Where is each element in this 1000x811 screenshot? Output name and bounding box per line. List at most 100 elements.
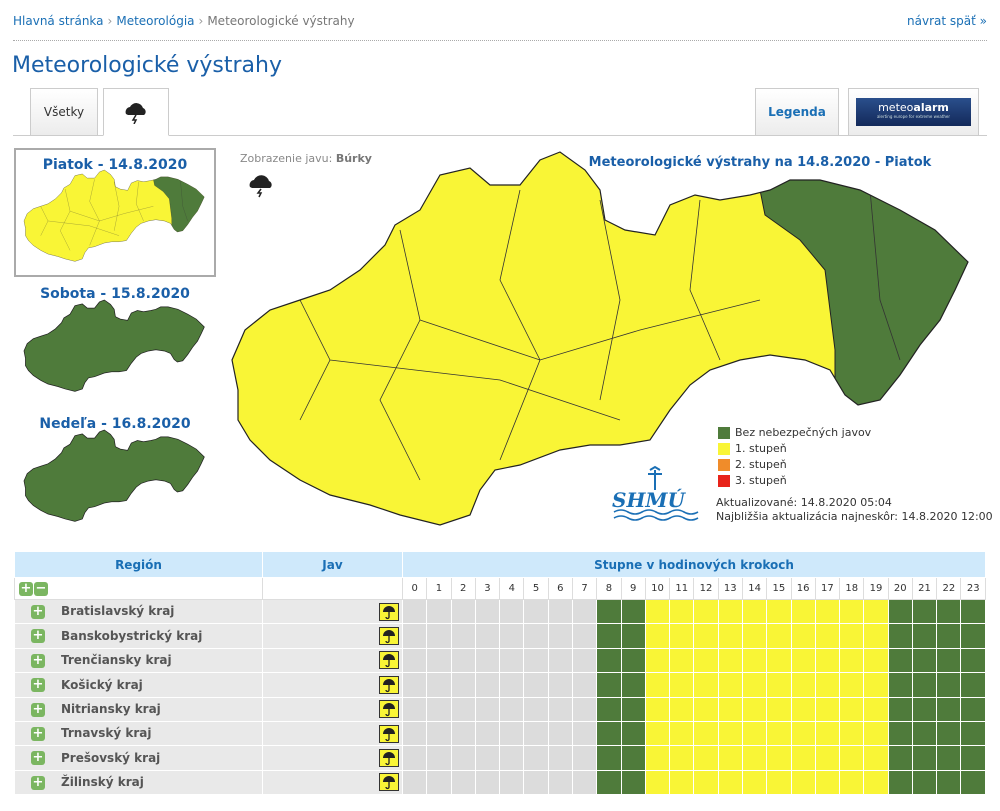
phenomenon: Zobrazenie javu: Búrky [240, 152, 372, 165]
hour-label: 4 [499, 577, 525, 600]
expand-button[interactable]: + [31, 652, 45, 668]
map-main[interactable] [220, 140, 980, 540]
phenomenon-value: Búrky [335, 152, 372, 165]
breadcrumb-link[interactable]: Meteorológia [116, 14, 195, 28]
collapse-all[interactable]: − [34, 580, 48, 596]
region-row: + Košický kraj [14, 672, 987, 698]
hour-cell [644, 745, 671, 771]
hour-cell [474, 769, 501, 796]
storm-icon [379, 724, 399, 743]
hour-label: 2 [450, 577, 476, 600]
region-cell: + Trenčiansky kraj [14, 647, 263, 674]
hour-cell [450, 647, 476, 674]
day-card[interactable]: Nedeľa - 16.8.2020 [14, 416, 216, 432]
expand-button[interactable]: + [31, 750, 45, 766]
region-name: Banskobystrický kraj [61, 628, 203, 643]
hour-cell [936, 623, 962, 649]
hour-cell [426, 623, 452, 649]
hour-cell [936, 745, 962, 771]
day-label: Sobota - 15.8.2020 [40, 286, 190, 302]
expand-button[interactable]: + [31, 701, 45, 717]
expand-button[interactable]: + [31, 725, 45, 741]
expand-all[interactable]: + [19, 580, 33, 596]
breadcrumb-current: Meteorologické výstrahy [207, 14, 355, 28]
hour-cell [450, 623, 476, 649]
storm-icon [379, 749, 399, 768]
tab-meteoalarm[interactable]: meteoalarm alerting europe for extreme w… [848, 88, 979, 136]
hour-cell [693, 598, 719, 625]
phenomenon-cell [262, 696, 403, 722]
hour-cell [571, 769, 598, 796]
hour-cell [620, 647, 646, 674]
hour-cell [839, 769, 865, 796]
hour-cell [814, 647, 841, 674]
day-card[interactable]: Piatok - 14.8.2020 [14, 148, 216, 277]
hour-label: 19 [863, 577, 889, 600]
divider [13, 40, 987, 41]
map-day[interactable] [24, 430, 204, 521]
hour-cell [693, 672, 719, 698]
hour-cell [960, 745, 987, 771]
hour-cell [936, 769, 962, 796]
hour-label: 3 [474, 577, 501, 600]
region-name: Bratislavský kraj [61, 604, 175, 619]
hour-cell [693, 696, 719, 722]
hour-cell [474, 598, 501, 625]
legend-label: Bez nebezpečných javov [735, 426, 872, 439]
tab-all[interactable]: Všetky [30, 88, 98, 136]
hour-cell [450, 720, 476, 747]
hour-cell [717, 696, 743, 722]
hour-cell [814, 696, 841, 722]
region-name: Prešovský kraj [61, 750, 161, 765]
hour-cell [887, 672, 913, 698]
expand-button[interactable]: + [31, 774, 45, 790]
header: Región [14, 551, 263, 578]
hour-cell [814, 623, 841, 649]
expand-button[interactable]: + [31, 603, 45, 619]
back-link[interactable]: návrat späť » [907, 14, 987, 28]
hour-cell [863, 598, 889, 625]
hour-cell [620, 623, 646, 649]
region-name: Žilinský kraj [61, 775, 144, 790]
hour-cell [669, 769, 695, 796]
hour-cell [766, 647, 792, 674]
blank-cell [262, 577, 403, 600]
hour-cell [426, 769, 452, 796]
hour-cell [571, 647, 598, 674]
hour-cell [766, 598, 792, 625]
hour-cell [450, 696, 476, 722]
hour-cell [863, 720, 889, 747]
legend-swatch [718, 442, 730, 455]
legend-item: 2. stupeň [718, 458, 787, 471]
hour-cell [523, 647, 549, 674]
hour-cell [863, 623, 889, 649]
day-label: Piatok - 14.8.2020 [42, 157, 188, 173]
hour-cell [620, 696, 646, 722]
hour-cell [596, 769, 622, 796]
hour-label: 22 [936, 577, 962, 600]
breadcrumb-link[interactable]: Hlavná stránka [13, 14, 104, 28]
hour-cell [911, 672, 938, 698]
expand-controls: + − [14, 577, 263, 600]
hour-cell [814, 720, 841, 747]
day-label: Nedeľa - 16.8.2020 [39, 416, 191, 432]
expand-button[interactable]: + [31, 628, 45, 644]
hour-cell [863, 672, 889, 698]
tab-storms[interactable] [103, 88, 169, 136]
hour-cell [960, 647, 987, 674]
hour-cell [426, 720, 452, 747]
hour-label: 6 [547, 577, 573, 600]
map-day[interactable] [24, 300, 204, 391]
hour-cell [426, 745, 452, 771]
hour-label: 20 [887, 577, 913, 600]
hour-cell [960, 623, 987, 649]
expand-button[interactable]: + [31, 677, 45, 693]
hour-cell [839, 696, 865, 722]
hour-cell [547, 598, 573, 625]
tab-legend[interactable]: Legenda [755, 88, 839, 136]
header: Stupne v hodinových krokoch [401, 551, 987, 578]
day-card[interactable]: Sobota - 15.8.2020 [14, 286, 216, 302]
hour-cell [596, 696, 622, 722]
map-day[interactable] [21, 167, 207, 265]
